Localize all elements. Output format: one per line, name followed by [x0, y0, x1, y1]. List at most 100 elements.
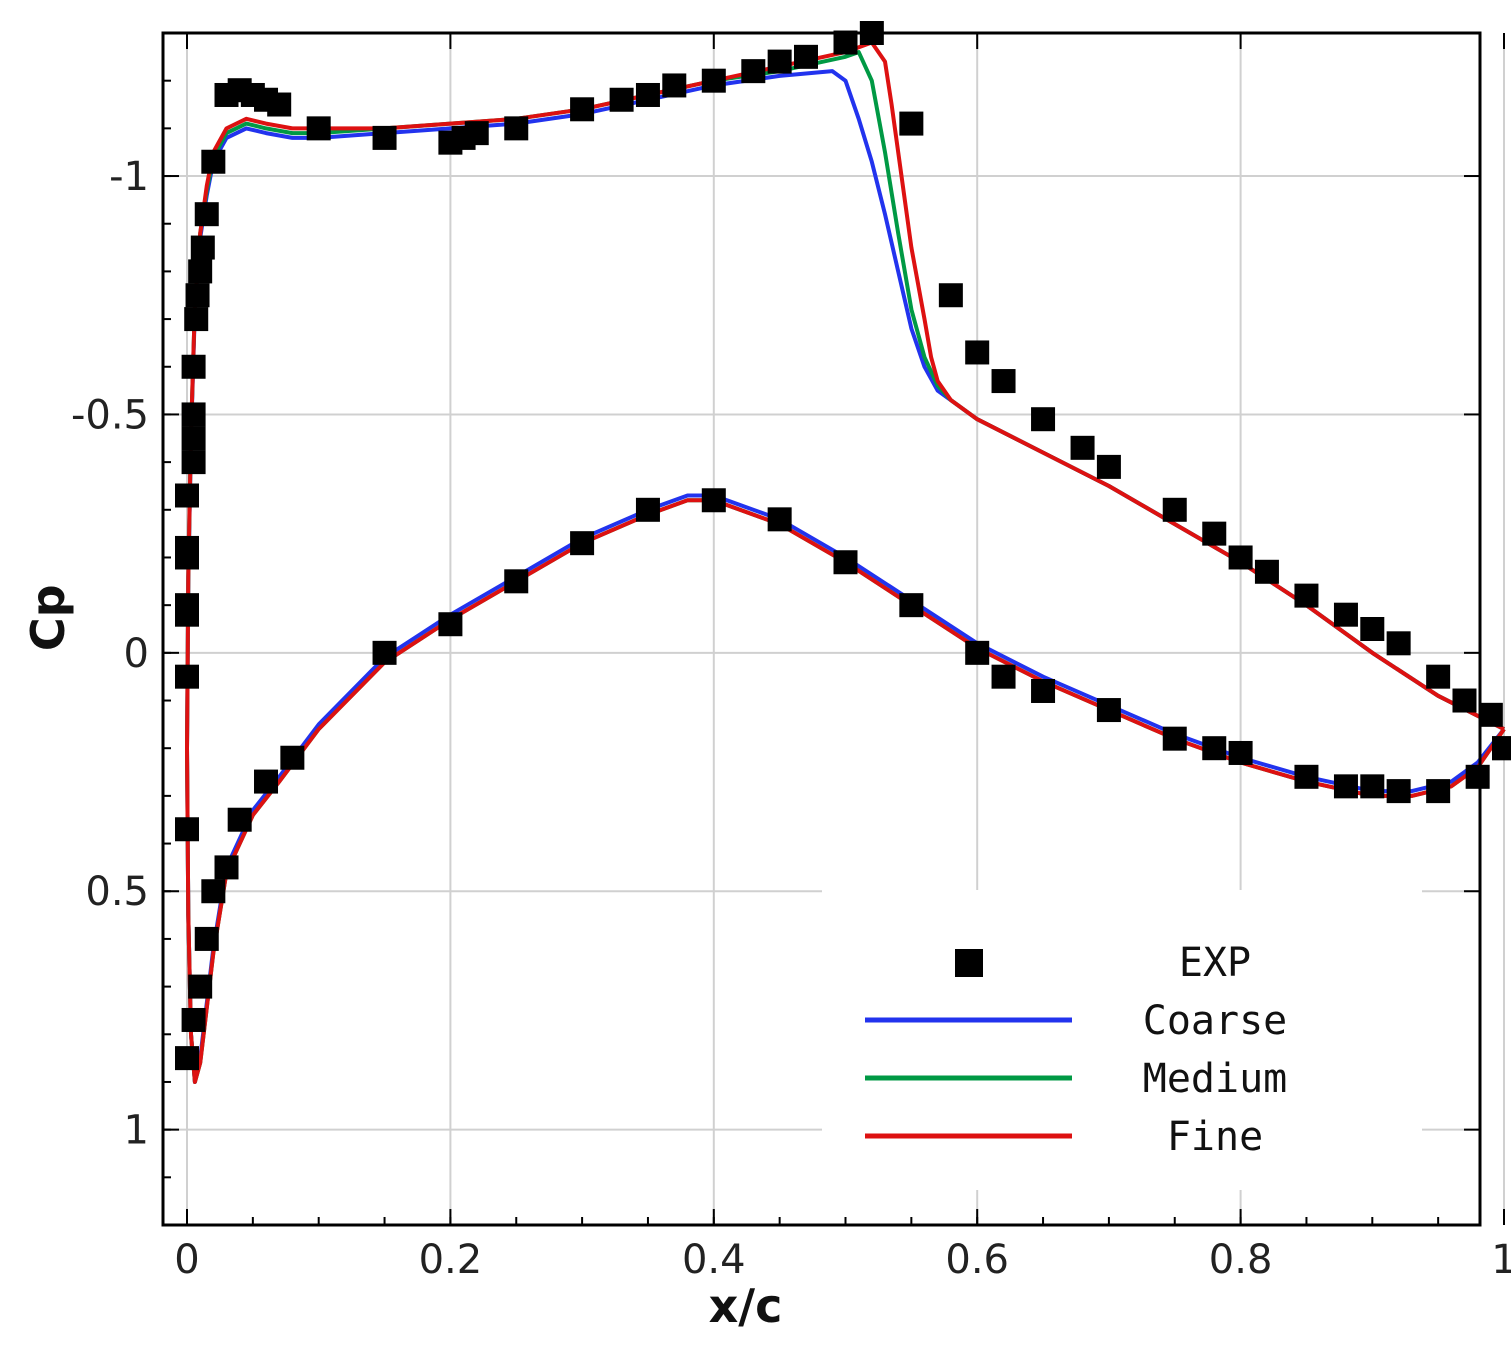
ticks [163, 32, 1505, 1226]
exp-point [991, 664, 1016, 689]
exp-point [701, 488, 726, 513]
exp-point [464, 121, 489, 146]
legend-label-medium: Medium [1143, 1056, 1288, 1102]
y-tick-label-4: 1 [124, 1108, 149, 1154]
exp-point [1492, 736, 1511, 761]
exp-point [1333, 602, 1358, 627]
exp-point [184, 307, 209, 332]
exp-point [181, 426, 206, 451]
exp-point [701, 68, 726, 93]
exp-point [214, 855, 239, 880]
legend: EXP Coarse Medium Fine [865, 940, 1287, 1160]
exp-point [1031, 678, 1056, 703]
y-tick-label-0: -1 [109, 154, 149, 200]
exp-point [280, 745, 305, 770]
exp-point [635, 82, 660, 107]
exp-point [1386, 779, 1411, 804]
x-tick-label-2: 0.4 [682, 1237, 746, 1283]
exp-point [1228, 740, 1253, 765]
exp-point [1096, 698, 1121, 723]
exp-point [227, 807, 252, 832]
exp-point [965, 340, 990, 365]
x-tick-label-3: 0.6 [945, 1237, 1009, 1283]
exp-point [185, 283, 210, 308]
exp-point [201, 149, 226, 174]
legend-label-exp: EXP [1179, 940, 1251, 986]
y-tick-label-1: -0.5 [71, 392, 149, 438]
exp-point [570, 97, 595, 122]
x-tick-label-5: 1 [1491, 1237, 1511, 1283]
exp-point [175, 1046, 199, 1071]
legend-label-fine: Fine [1167, 1114, 1263, 1160]
exp-point [194, 202, 219, 227]
exp-point [1426, 779, 1451, 804]
exp-point [1333, 774, 1358, 799]
exp-point [1031, 407, 1056, 432]
exp-point [965, 640, 990, 665]
exp-point [793, 44, 818, 69]
exp-point [181, 354, 206, 379]
exp-point [254, 769, 279, 794]
tick-labels: 0 0.2 0.4 0.6 0.8 1 -1 -0.5 0 0.5 1 [71, 154, 1511, 1283]
exp-point [570, 531, 595, 556]
legend-background [822, 890, 1422, 1190]
exp-point [175, 593, 199, 618]
exp-point [1426, 664, 1451, 689]
legend-swatch-exp [955, 949, 983, 977]
exp-point [1360, 617, 1385, 641]
exp-point [188, 974, 213, 999]
exp-point [899, 593, 924, 618]
exp-point [1386, 631, 1411, 656]
series-layer [175, 21, 1511, 1084]
exp-point [1228, 545, 1253, 570]
exp-point [1294, 583, 1319, 608]
exp-point [190, 235, 215, 260]
exp-point [767, 507, 792, 532]
exp-point [181, 1007, 206, 1032]
exp-point [662, 73, 687, 98]
exp-point [175, 535, 199, 560]
exp-point [938, 283, 963, 308]
exp-point [306, 116, 331, 141]
exp-point [1294, 764, 1319, 789]
x-tick-label-0: 0 [174, 1237, 199, 1283]
exp-point [1452, 688, 1477, 713]
exp-point [267, 92, 292, 117]
exp-point [899, 111, 924, 136]
exp-point [1465, 764, 1490, 789]
exp-point [175, 483, 199, 508]
legend-label-coarse: Coarse [1143, 998, 1288, 1044]
exp-point [1162, 726, 1187, 751]
exp-point [1162, 497, 1187, 522]
exp-point [741, 59, 766, 84]
exp-point [372, 640, 397, 665]
exp-point [1096, 454, 1121, 479]
exp-point [504, 569, 529, 594]
x-axis-label: x/c [709, 1279, 783, 1333]
exp-point [991, 369, 1016, 394]
y-axis-label: Cp [21, 584, 75, 651]
exp-point [1070, 435, 1095, 460]
exp-point [609, 87, 634, 112]
exp-point [188, 259, 213, 284]
exp-point [438, 612, 463, 637]
exp-point [372, 125, 397, 150]
exp-point [504, 116, 529, 141]
exp-point [1202, 521, 1227, 546]
exp-point [175, 664, 199, 689]
y-tick-label-2: 0 [124, 631, 149, 677]
x-tick-label-4: 0.8 [1209, 1237, 1273, 1283]
exp-point [833, 550, 858, 575]
exp-point [1202, 736, 1227, 761]
exp-point [175, 817, 199, 842]
legend-box [822, 890, 1422, 1190]
exp-point [833, 30, 858, 55]
exp-point [194, 926, 219, 951]
plot-frame [161, 31, 1482, 1227]
exp-point [1360, 774, 1385, 799]
y-tick-label-3: 0.5 [85, 869, 149, 915]
exp-point [201, 879, 226, 904]
exp-point [1254, 559, 1279, 584]
exp-point [181, 402, 206, 427]
